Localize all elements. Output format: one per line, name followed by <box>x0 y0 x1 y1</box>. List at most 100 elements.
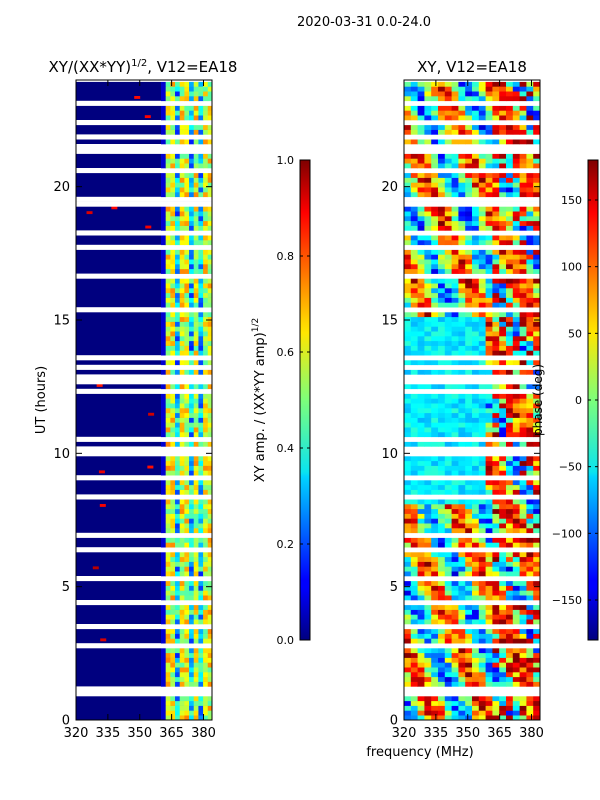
heatmap-cell <box>444 340 452 346</box>
heatmap-cell <box>193 465 199 471</box>
heatmap-cell <box>431 96 439 102</box>
heatmap-cell <box>526 470 534 476</box>
heatmap-cell <box>533 340 540 346</box>
heatmap-cell <box>410 321 418 327</box>
heatmap-cell <box>512 408 520 414</box>
heatmap-cell <box>417 91 425 97</box>
heatmap-cell <box>431 456 439 462</box>
heatmap-cell <box>451 441 459 447</box>
heatmap-cell <box>198 676 204 682</box>
heatmap-cell <box>417 528 425 534</box>
heatmap-cell <box>438 504 446 510</box>
heatmap-cell <box>179 523 185 529</box>
heatmap-cell <box>506 460 514 466</box>
heatmap-cell <box>193 240 199 246</box>
heatmap-cell <box>465 662 473 668</box>
heatmap-cell <box>417 648 425 654</box>
heatmap-cell <box>161 638 167 644</box>
heatmap-cell <box>424 216 432 222</box>
heatmap-cell <box>404 705 412 711</box>
heatmap-cell <box>478 288 486 294</box>
heatmap-cell <box>444 192 452 198</box>
heatmap-cell <box>451 715 459 720</box>
heatmap-cell <box>438 259 446 265</box>
heatmap-cell <box>533 552 540 558</box>
heatmap-cell <box>404 441 412 447</box>
heatmap-cell <box>203 249 209 255</box>
heatmap-cell <box>404 403 412 409</box>
heatmap-cell <box>478 422 486 428</box>
heatmap-cell <box>404 115 412 121</box>
heatmap-cell <box>207 398 212 404</box>
heatmap-cell <box>410 465 418 471</box>
heatmap-cell <box>189 264 195 270</box>
heatmap-cell <box>431 302 439 308</box>
heatmap-cell <box>193 288 199 294</box>
heatmap-cell <box>170 326 176 332</box>
heatmap-cell <box>165 456 171 462</box>
heatmap-cell <box>189 393 195 399</box>
heatmap-cell <box>179 187 185 193</box>
heatmap-cell <box>485 652 493 658</box>
heatmap-cell <box>424 508 432 514</box>
heatmap-cell <box>492 129 500 135</box>
heatmap-cell <box>519 432 527 438</box>
heatmap-cell <box>492 614 500 620</box>
heatmap-cell <box>540 341 547 346</box>
heatmap-cell <box>161 192 167 198</box>
heatmap-cell <box>444 292 452 298</box>
heatmap-cell <box>175 393 181 399</box>
heatmap-cell <box>444 105 452 111</box>
heatmap-cell <box>499 470 507 476</box>
heatmap-cell <box>444 345 452 351</box>
heatmap-cell <box>492 676 500 682</box>
heatmap-cell <box>519 302 527 308</box>
heatmap-cell <box>492 566 500 572</box>
heatmap-cell <box>424 456 432 462</box>
heatmap-cell <box>512 129 520 135</box>
heatmap-cell <box>207 528 212 534</box>
heatmap-cell <box>451 604 459 610</box>
heatmap-cell <box>472 619 480 625</box>
heatmap-cell <box>465 216 473 222</box>
heatmap-cell <box>451 220 459 226</box>
heatmap-cell <box>203 523 209 529</box>
heatmap-cell <box>519 312 527 318</box>
heatmap-cell <box>175 398 181 404</box>
heatmap-cell <box>478 302 486 308</box>
heatmap-cell <box>165 628 171 634</box>
heatmap-cell <box>492 254 500 260</box>
heatmap-cell <box>499 360 507 366</box>
heatmap-cell <box>424 595 432 601</box>
heatmap-cell <box>506 360 514 366</box>
heatmap-cell <box>431 652 439 658</box>
heatmap-cell <box>526 489 534 495</box>
heatmap-cell <box>492 278 500 284</box>
heatmap-cell <box>519 590 527 596</box>
flagged-row <box>76 148 212 154</box>
y-tick-label: 10 <box>381 447 398 462</box>
heatmap-cell <box>203 288 209 294</box>
heatmap-cell <box>184 412 190 418</box>
heatmap-cell <box>404 648 412 654</box>
heatmap-cell <box>485 489 493 495</box>
heatmap-cell <box>193 408 199 414</box>
heatmap-cell <box>184 489 190 495</box>
heatmap-cell <box>193 489 199 495</box>
heatmap-cell <box>458 129 466 135</box>
heatmap-cell <box>170 513 176 519</box>
heatmap-cell <box>540 216 547 221</box>
heatmap-cell <box>499 240 507 246</box>
heatmap-cell <box>404 336 412 342</box>
heatmap-cell <box>424 259 432 265</box>
heatmap-cell <box>161 220 167 226</box>
heatmap-cell <box>506 571 514 577</box>
heatmap-cell <box>165 139 171 145</box>
heatmap-cell <box>458 278 466 284</box>
heatmap-cell <box>431 595 439 601</box>
heatmap-cell <box>485 225 493 231</box>
heatmap-cell <box>465 369 473 375</box>
heatmap-cell <box>179 705 185 711</box>
heatmap-cell <box>189 585 195 591</box>
heatmap-cell <box>175 585 181 591</box>
